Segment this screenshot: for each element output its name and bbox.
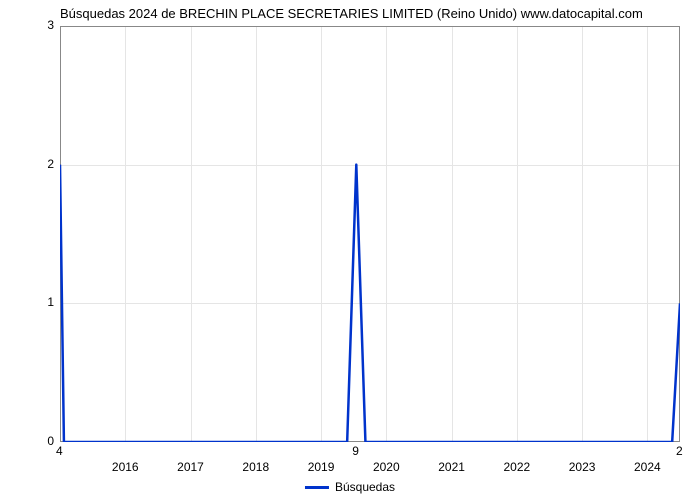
plot-area: [60, 26, 680, 442]
legend-label: Búsquedas: [335, 480, 395, 494]
y-tick-label: 2: [24, 157, 54, 171]
x-tick-label: 2024: [634, 460, 661, 474]
point-label: 9: [352, 444, 359, 458]
y-tick-label: 3: [24, 18, 54, 32]
y-tick-label: 1: [24, 295, 54, 309]
x-tick-label: 2018: [242, 460, 269, 474]
x-tick-label: 2021: [438, 460, 465, 474]
x-tick-label: 2023: [569, 460, 596, 474]
x-tick-label: 2017: [177, 460, 204, 474]
point-label: 2: [676, 444, 683, 458]
point-label: 4: [56, 444, 63, 458]
series-line: [60, 26, 680, 442]
chart-container: Búsquedas 2024 de BRECHIN PLACE SECRETAR…: [0, 0, 700, 500]
legend: Búsquedas: [305, 480, 395, 494]
chart-title: Búsquedas 2024 de BRECHIN PLACE SECRETAR…: [60, 6, 643, 21]
y-tick-label: 0: [24, 434, 54, 448]
x-tick-label: 2020: [373, 460, 400, 474]
legend-swatch: [305, 486, 329, 489]
x-tick-label: 2022: [503, 460, 530, 474]
x-tick-label: 2016: [112, 460, 139, 474]
x-tick-label: 2019: [308, 460, 335, 474]
